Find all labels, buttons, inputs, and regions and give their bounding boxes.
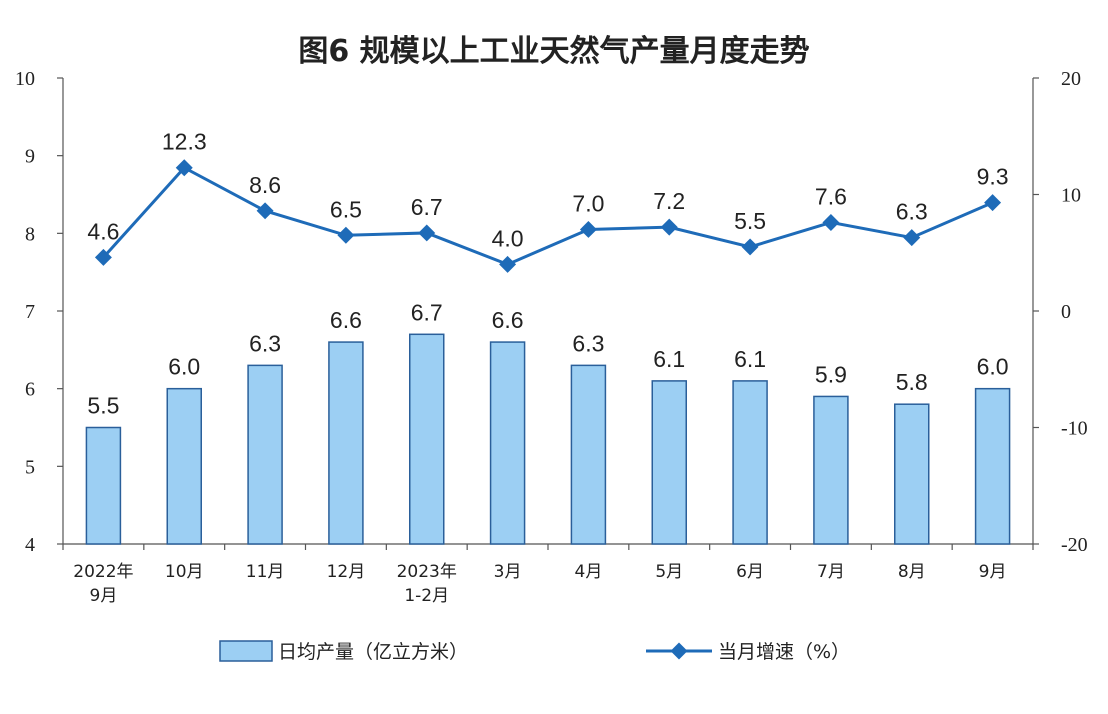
line-value-label: 4.6 bbox=[87, 218, 119, 244]
y-left-tick-label: 9 bbox=[25, 146, 35, 168]
bar bbox=[409, 333, 445, 545]
line-point bbox=[660, 218, 678, 236]
bar bbox=[489, 341, 526, 545]
bar-value-label: 6.3 bbox=[572, 330, 604, 356]
line-point bbox=[903, 229, 921, 247]
line-value-label: 4.0 bbox=[492, 225, 524, 251]
line-point bbox=[822, 213, 840, 231]
x-tick-label: 9月 bbox=[90, 586, 118, 606]
axes: 4 5 6 7 8 9 10 -20 -10 0 10 20 bbox=[15, 68, 1088, 556]
bar bbox=[85, 426, 122, 545]
x-tick-label: 6月 bbox=[736, 562, 764, 582]
x-tick-label: 10月 bbox=[165, 562, 204, 582]
x-tick-label: 4月 bbox=[575, 562, 603, 582]
line-value-label: 8.6 bbox=[249, 172, 281, 198]
x-tick-label: 11月 bbox=[246, 562, 285, 582]
x-tick-label: 8月 bbox=[898, 562, 926, 582]
line-value-label: 5.5 bbox=[734, 208, 766, 234]
line-value-label: 12.3 bbox=[162, 129, 207, 155]
line-point bbox=[984, 194, 1002, 212]
bar-value-label: 6.6 bbox=[492, 307, 524, 333]
bar-value-label: 6.1 bbox=[734, 346, 766, 372]
line-series bbox=[94, 159, 1002, 273]
y-right-tick-label: 0 bbox=[1061, 301, 1071, 323]
y-left-tick-label: 5 bbox=[25, 456, 35, 478]
bar bbox=[570, 364, 607, 545]
bar bbox=[974, 387, 1011, 545]
x-tick-label: 2022年 bbox=[73, 562, 133, 582]
x-tick-label: 5月 bbox=[655, 562, 683, 582]
growth-line bbox=[102, 165, 994, 267]
line-value-label: 7.0 bbox=[572, 190, 604, 216]
bar bbox=[166, 387, 202, 545]
bar-value-label: 5.8 bbox=[896, 369, 928, 395]
x-tick-label: 3月 bbox=[494, 562, 522, 582]
x-tick-label: 1-2月 bbox=[404, 586, 449, 606]
legend-bar-swatch bbox=[219, 640, 273, 662]
line-value-label: 6.7 bbox=[411, 194, 443, 220]
x-tick-label: 12月 bbox=[327, 562, 366, 582]
x-tick-label: 9月 bbox=[979, 562, 1007, 582]
line-point bbox=[94, 248, 112, 266]
line-value-label: 6.5 bbox=[330, 196, 362, 222]
bar-value-label: 6.0 bbox=[168, 354, 200, 380]
legend-line-label: 当月增速（%） bbox=[718, 641, 850, 663]
bar-series bbox=[85, 333, 1011, 545]
bar-value-label: 5.5 bbox=[87, 393, 119, 419]
bar bbox=[247, 364, 283, 545]
y-right-tick-label: 10 bbox=[1061, 185, 1081, 207]
line-value-label: 7.6 bbox=[815, 183, 847, 209]
x-tick-label: 7月 bbox=[817, 562, 845, 582]
legend: 日均产量（亿立方米） 当月增速（%） bbox=[219, 640, 850, 663]
line-point bbox=[337, 226, 355, 244]
bar-value-label: 6.1 bbox=[653, 346, 685, 372]
line-point bbox=[175, 159, 193, 177]
bar bbox=[813, 395, 849, 545]
line-point bbox=[579, 220, 597, 238]
line-point bbox=[256, 202, 274, 220]
data-labels: 5.5 6.0 6.3 6.6 6.7 6.6 6.3 6.1 6.1 5.9 5.8 6.0 4.6 1… bbox=[87, 129, 1008, 419]
y-left-tick-label: 10 bbox=[15, 68, 35, 90]
x-axis-categories: 2022年 9月 10月 11月 12月 2023年 1-2月 3月 4月 5月 6月 7月 8月 9月 bbox=[73, 562, 1006, 606]
chart-title: 图6 规模以上工业天然气产量月度走势 bbox=[298, 34, 809, 69]
line-value-label: 7.2 bbox=[653, 188, 685, 214]
line-value-label: 9.3 bbox=[977, 164, 1009, 190]
line-point bbox=[499, 255, 517, 273]
bar-value-label: 6.7 bbox=[411, 299, 443, 325]
y-right-tick-label: -20 bbox=[1061, 534, 1088, 556]
legend-line-marker bbox=[670, 642, 688, 660]
x-tick-label: 2023年 bbox=[397, 562, 457, 582]
bar-value-label: 6.0 bbox=[977, 354, 1009, 380]
bar bbox=[651, 380, 687, 545]
y-left-tick-label: 4 bbox=[25, 534, 35, 556]
y-left-tick-label: 7 bbox=[25, 301, 35, 323]
y-left-tick-label: 6 bbox=[25, 379, 35, 401]
bar-value-label: 6.3 bbox=[249, 330, 281, 356]
bar bbox=[732, 380, 768, 545]
line-value-label: 6.3 bbox=[896, 199, 928, 225]
y-right-tick-label: 20 bbox=[1061, 68, 1081, 90]
line-point bbox=[418, 224, 436, 242]
y-left-tick-label: 8 bbox=[25, 223, 35, 245]
bar bbox=[328, 341, 364, 545]
legend-bar-label: 日均产量（亿立方米） bbox=[278, 641, 468, 663]
bar bbox=[894, 403, 930, 545]
bar-value-label: 6.6 bbox=[330, 307, 362, 333]
bar-value-label: 5.9 bbox=[815, 361, 847, 387]
y-right-tick-label: -10 bbox=[1061, 418, 1088, 440]
line-point bbox=[741, 238, 759, 256]
